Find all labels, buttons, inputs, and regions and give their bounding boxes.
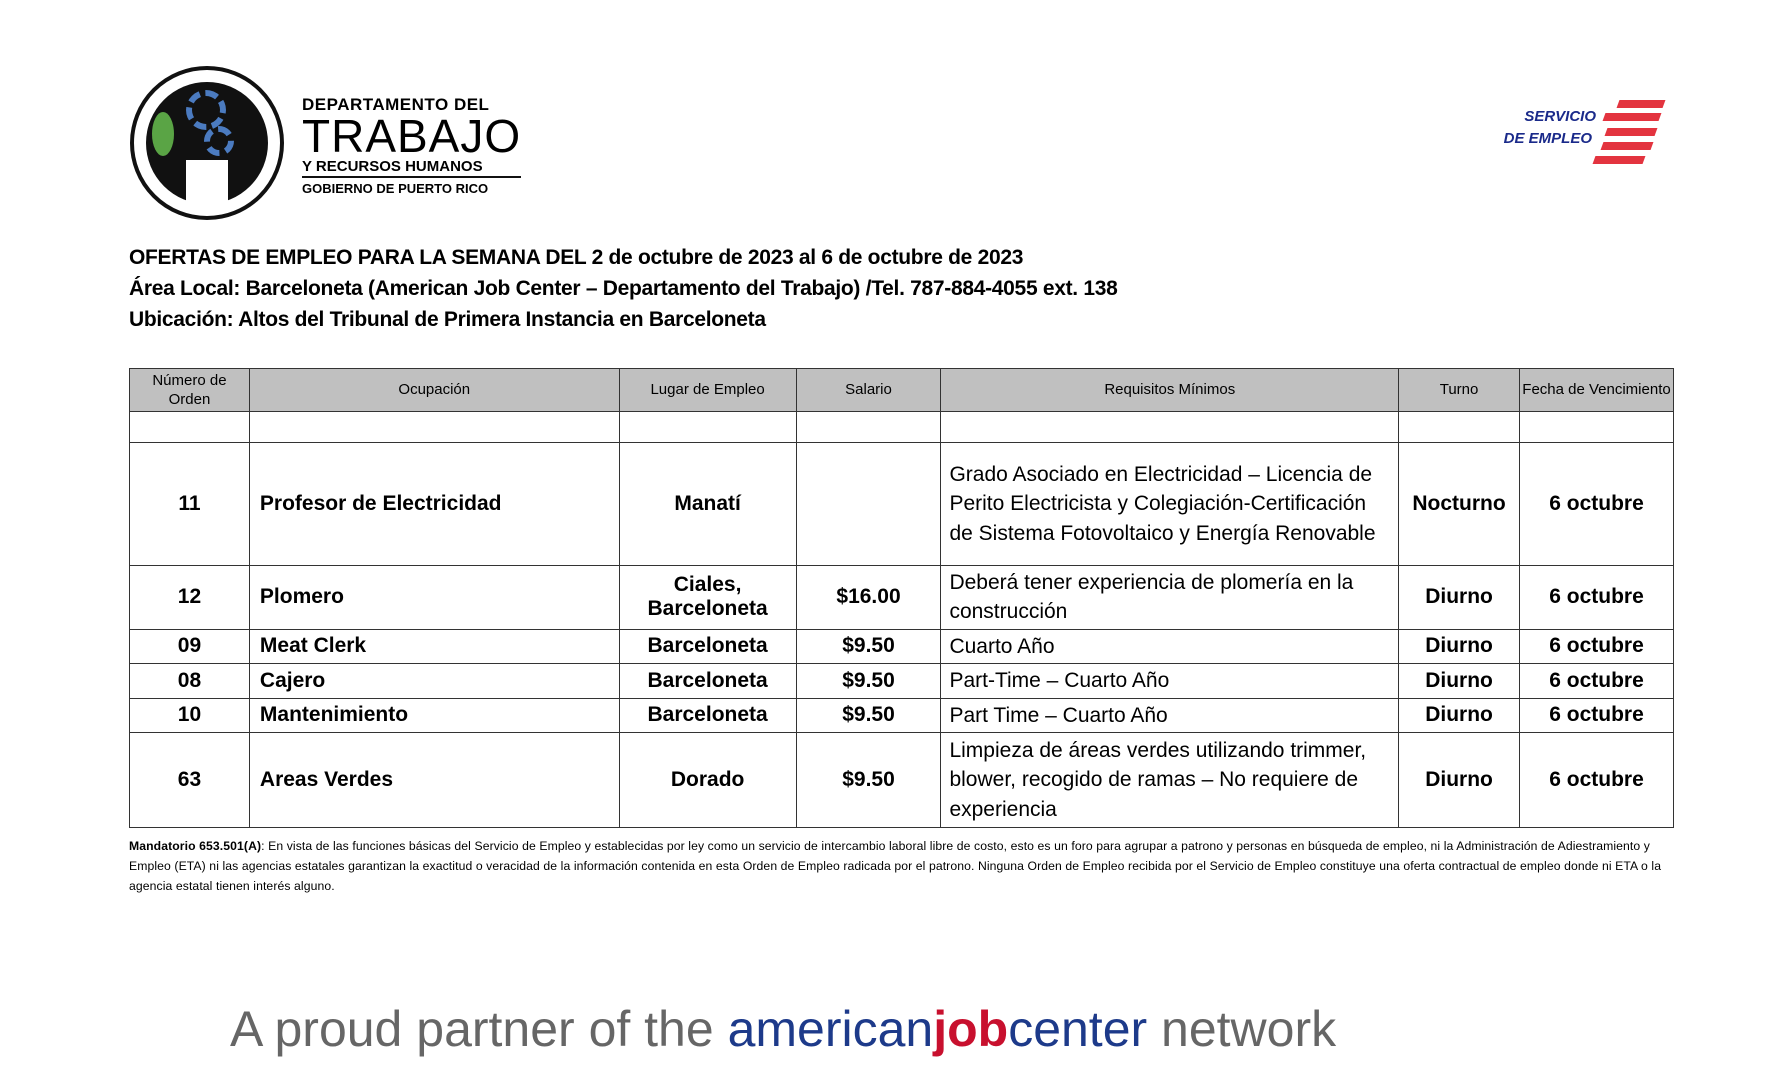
job-offers-table: Número de Orden Ocupación Lugar de Emple… (129, 368, 1674, 828)
cell-turno: Nocturno (1398, 442, 1521, 566)
banner-prefix: A proud partner of the (230, 1001, 728, 1057)
table-row: 63 Areas Verdes Dorado $9.50 Limpieza de áre… (129, 731, 1674, 828)
cell-turno: Diurno (1398, 731, 1521, 828)
banner-american: american (727, 1001, 934, 1057)
column-header: Número de Orden (129, 368, 250, 412)
cell-lugar: Barceloneta (618, 697, 797, 733)
cell-turno: Diurno (1398, 628, 1521, 665)
cell-salario: $9.50 (795, 731, 942, 828)
banner-job: job (933, 1001, 1009, 1057)
cell-salario: $9.50 (795, 663, 942, 699)
cell-turno: Diurno (1398, 663, 1521, 699)
table-row: 11 Profesor de Electricidad Manatí Grado As… (129, 442, 1674, 566)
column-header: Fecha de Vencimiento (1519, 368, 1674, 412)
logo-line: DEPARTAMENTO DEL (302, 95, 490, 114)
cell-fecha: 6 octubre (1519, 663, 1674, 699)
disclaimer: Mandatorio 653.501(A): En vista de las f… (129, 836, 1674, 896)
cell-orden: 63 (129, 731, 250, 828)
cell-fecha: 6 octubre (1519, 442, 1674, 566)
location: Ubicación: Altos del Tribunal de Primera… (129, 308, 766, 331)
logo-line: GOBIERNO DE PUERTO RICO (302, 181, 489, 196)
empty-row (129, 411, 1674, 443)
table-row: 09 Meat Clerk Barceloneta $9.50 Cuarto Año Di… (129, 628, 1674, 665)
cell-requisitos: Limpieza de áreas verdes utilizando trim… (940, 731, 1400, 828)
table-row: 08 Cajero Barceloneta $9.50 Part-Time – Cuar… (129, 663, 1674, 699)
american-job-center-banner: A proud partner of the americanjobcenter… (230, 1000, 1336, 1058)
disclaimer-lead: Mandatorio 653.501(A) (129, 839, 262, 853)
cell-orden: 08 (129, 663, 250, 699)
logo-line: TRABAJO (302, 110, 522, 162)
department-logo: DEPARTAMENTO DEL TRABAJO Y RECURSOS HUMA… (130, 66, 522, 220)
column-header: Ocupación (248, 368, 620, 412)
cell-orden: 11 (129, 442, 250, 566)
cell-requisitos: Part-Time – Cuarto Año (940, 663, 1400, 699)
area-local: Área Local: Barceloneta (American Job Ce… (129, 277, 1118, 300)
column-header: Requisitos Mínimos (940, 368, 1400, 412)
cell-fecha: 6 octubre (1519, 697, 1674, 733)
cell-orden: 12 (129, 565, 250, 630)
cell-orden: 10 (129, 697, 250, 733)
column-header: Salario (795, 368, 942, 412)
cell-ocupacion: Plomero (248, 565, 620, 630)
cell-lugar: Manatí (618, 442, 797, 566)
cell-ocupacion: Areas Verdes (248, 731, 620, 828)
seal-icon (130, 66, 284, 220)
cell-orden: 09 (129, 628, 250, 665)
cell-ocupacion: Cajero (248, 663, 620, 699)
banner-suffix: network (1147, 1001, 1337, 1057)
banner-center: center (1008, 1001, 1148, 1057)
cell-salario (795, 442, 942, 566)
cell-requisitos: Cuarto Año (940, 628, 1400, 665)
logo-line: DE EMPLEO (1503, 130, 1592, 147)
cell-salario: $9.50 (795, 628, 942, 665)
logo-line: Y RECURSOS HUMANOS (302, 159, 522, 178)
cell-requisitos: Part Time – Cuarto Año (940, 697, 1400, 733)
cell-salario: $9.50 (795, 697, 942, 733)
disclaimer-text: : En vista de las funciones básicas del … (129, 839, 1662, 893)
logo-line: SERVICIO (1524, 108, 1596, 125)
column-header: Turno (1398, 368, 1521, 412)
table-row: 12 Plomero Ciales, Barceloneta $16.00 Deberá… (129, 565, 1674, 630)
page-title: OFERTAS DE EMPLEO PARA LA SEMANA DEL 2 d… (129, 246, 1024, 269)
cell-turno: Diurno (1398, 697, 1521, 733)
cell-requisitos: Deberá tener experiencia de plomería en … (940, 565, 1400, 630)
cell-lugar: Ciales, Barceloneta (618, 565, 797, 630)
cell-lugar: Dorado (618, 731, 797, 828)
cell-ocupacion: Profesor de Electricidad (248, 442, 620, 566)
table-header: Número de Orden Ocupación Lugar de Emple… (129, 368, 1674, 412)
table-row: 10 Mantenimiento Barceloneta $9.50 Part Time… (129, 697, 1674, 733)
cell-lugar: Barceloneta (618, 628, 797, 665)
cell-fecha: 6 octubre (1519, 628, 1674, 665)
cell-requisitos: Grado Asociado en Electricidad – Licenci… (940, 442, 1400, 566)
cell-ocupacion: Meat Clerk (248, 628, 620, 665)
cell-salario: $16.00 (795, 565, 942, 630)
cell-fecha: 6 octubre (1519, 565, 1674, 630)
cell-ocupacion: Mantenimiento (248, 697, 620, 733)
cell-lugar: Barceloneta (618, 663, 797, 699)
cell-turno: Diurno (1398, 565, 1521, 630)
column-header: Lugar de Empleo (618, 368, 797, 412)
servicio-de-empleo-logo: SERVICIO DE EMPLEO (1490, 98, 1670, 170)
cell-fecha: 6 octubre (1519, 731, 1674, 828)
